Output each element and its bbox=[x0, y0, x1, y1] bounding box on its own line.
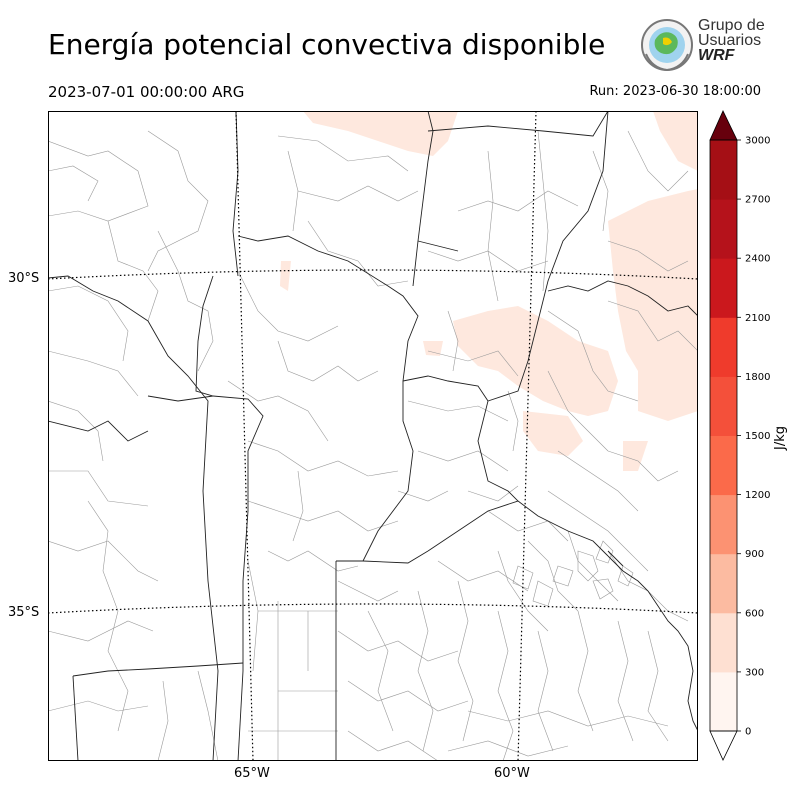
logo-text: Grupo de Usuarios WRF bbox=[698, 17, 765, 64]
colorbar-segment bbox=[710, 140, 737, 200]
colorbar-under-arrow bbox=[709, 730, 738, 761]
colorbar: 0 300 600 900 1200 1500 1800 2100 2400 2700 3000 J… bbox=[709, 110, 788, 761]
logo-globe-icon bbox=[641, 19, 693, 72]
lat-label-30s: 30°S bbox=[8, 271, 40, 286]
colorbar-tick-label: 600 bbox=[745, 608, 764, 619]
colorbar-tick-label: 1500 bbox=[745, 431, 770, 442]
valid-time: 2023-07-01 00:00:00 ARG bbox=[48, 83, 245, 101]
colorbar-segment bbox=[710, 258, 737, 318]
colorbar-segment bbox=[710, 199, 737, 259]
lon-label-65w: 65°W bbox=[234, 766, 270, 781]
colorbar-segment bbox=[710, 494, 737, 555]
colorbar-ticks: 0 300 600 900 1200 1500 1800 2100 2400 2700 3000 bbox=[737, 136, 770, 738]
lat-label-35s: 35°S bbox=[8, 605, 40, 620]
logo-line-2: Usuarios bbox=[698, 32, 762, 49]
colorbar-tick-label: 2400 bbox=[745, 254, 770, 265]
colorbar-tick-label: 0 bbox=[745, 727, 751, 738]
colorbar-segment bbox=[710, 376, 737, 436]
run-time: Run: 2023-06-30 18:00:00 bbox=[589, 84, 761, 99]
logo-line-3: WRF bbox=[698, 47, 735, 64]
colorbar-segment bbox=[710, 671, 737, 732]
colorbar-segments bbox=[710, 140, 737, 732]
colorbar-tick-label: 1200 bbox=[745, 490, 770, 501]
lon-label-60w: 60°W bbox=[494, 766, 530, 781]
colorbar-tick-label: 3000 bbox=[745, 136, 770, 147]
coastline bbox=[607, 550, 698, 732]
cape-map bbox=[48, 111, 698, 761]
page-title: Energía potencial convectiva disponible bbox=[48, 28, 606, 61]
colorbar-over-arrow bbox=[709, 110, 738, 141]
colorbar-segment bbox=[710, 435, 737, 496]
map-frame bbox=[48, 111, 698, 761]
colorbar-tick-label: 300 bbox=[745, 667, 764, 678]
colorbar-segment bbox=[710, 612, 737, 673]
colorbar-tick-label: 2100 bbox=[745, 313, 770, 324]
logo-line-1: Grupo de bbox=[698, 17, 765, 34]
colorbar-segment bbox=[710, 553, 737, 614]
department-boundaries bbox=[48, 130, 698, 761]
colorbar-tick-label: 2700 bbox=[745, 195, 770, 206]
cape-shading bbox=[280, 111, 698, 471]
colorbar-label: J/kg bbox=[773, 426, 788, 451]
colorbar-tick-label: 1800 bbox=[745, 372, 770, 383]
graticule bbox=[48, 111, 698, 761]
colorbar-tick-label: 900 bbox=[745, 549, 764, 560]
colorbar-segment bbox=[710, 317, 737, 377]
wrf-logo: Grupo de Usuarios WRF bbox=[638, 16, 778, 74]
province-boundaries bbox=[48, 111, 698, 761]
